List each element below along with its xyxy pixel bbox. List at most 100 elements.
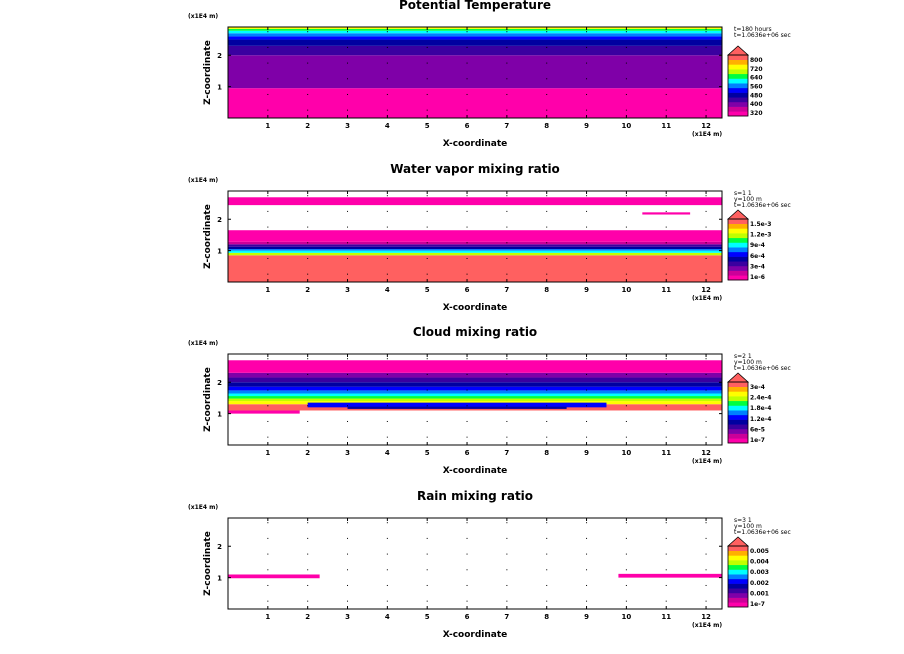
grid-dot bbox=[267, 358, 269, 360]
x-tick-label: 3 bbox=[345, 613, 350, 621]
z-scale-label: (x1E4 m) bbox=[188, 177, 218, 184]
grid-dot bbox=[386, 584, 388, 586]
grid-dot bbox=[625, 62, 627, 64]
colorbar-segment bbox=[728, 578, 748, 584]
colorbar-segment bbox=[728, 261, 748, 267]
grid-dot bbox=[307, 210, 309, 212]
grid-dot bbox=[426, 389, 428, 391]
z-tick-label: 2 bbox=[217, 216, 222, 224]
colorbar-segment bbox=[728, 223, 748, 229]
grid-dot bbox=[506, 31, 508, 33]
grid-dot bbox=[665, 389, 667, 391]
grid-dot bbox=[347, 109, 349, 111]
contour-band bbox=[228, 393, 722, 397]
grid-dot bbox=[546, 62, 548, 64]
colorbar-label: 0.004 bbox=[750, 559, 769, 566]
grid-dot bbox=[625, 600, 627, 602]
colorbar-segment bbox=[728, 111, 748, 117]
grid-dot bbox=[625, 358, 627, 360]
grid-dot bbox=[386, 226, 388, 228]
x-tick-label: 12 bbox=[701, 122, 711, 130]
grid-dot bbox=[546, 389, 548, 391]
x-tick-label: 11 bbox=[661, 122, 671, 130]
colorbar-segment bbox=[728, 247, 748, 253]
x-tick-label: 5 bbox=[425, 449, 430, 457]
grid-dot bbox=[705, 389, 707, 391]
grid-dot bbox=[386, 537, 388, 539]
grid-dot bbox=[347, 569, 349, 571]
grid-dot bbox=[307, 62, 309, 64]
colorbar-segment bbox=[728, 592, 748, 598]
grid-dot bbox=[466, 569, 468, 571]
x-tick-label: 6 bbox=[465, 613, 470, 621]
grid-dot bbox=[586, 93, 588, 95]
colorbar-segment bbox=[728, 87, 748, 93]
x-axis-label: X-coordinate bbox=[443, 466, 508, 476]
grid-dot bbox=[347, 420, 349, 422]
grid-dot bbox=[267, 389, 269, 391]
grid-dot bbox=[586, 358, 588, 360]
contour-band bbox=[228, 246, 722, 250]
colorbar-label: 1.2e-4 bbox=[750, 416, 771, 423]
colorbar-segment bbox=[728, 256, 748, 262]
grid-dot bbox=[625, 46, 627, 48]
grid-dot bbox=[267, 226, 269, 228]
colorbar-segment bbox=[728, 574, 748, 580]
grid-dot bbox=[307, 78, 309, 80]
grid-dot bbox=[705, 31, 707, 33]
grid-dot bbox=[705, 109, 707, 111]
grid-dot bbox=[705, 600, 707, 602]
x-tick-label: 9 bbox=[584, 449, 589, 457]
contour-band bbox=[228, 36, 722, 40]
grid-dot bbox=[426, 600, 428, 602]
colorbar-label: 0.002 bbox=[750, 580, 769, 587]
grid-dot bbox=[506, 600, 508, 602]
grid-dot bbox=[705, 273, 707, 275]
grid-dot bbox=[586, 242, 588, 244]
grid-dot bbox=[307, 257, 309, 259]
grid-dot bbox=[466, 242, 468, 244]
z-scale-label: (x1E4 m) bbox=[188, 13, 218, 20]
grid-dot bbox=[466, 273, 468, 275]
x-tick-label: 11 bbox=[661, 613, 671, 621]
info-line: s=3 1 bbox=[734, 517, 752, 524]
colorbar-segment bbox=[728, 438, 748, 444]
grid-dot bbox=[386, 257, 388, 259]
grid-dot bbox=[665, 210, 667, 212]
grid-dot bbox=[347, 242, 349, 244]
grid-dot bbox=[506, 420, 508, 422]
colorbar-segment bbox=[728, 597, 748, 603]
colorbar-segment bbox=[728, 228, 748, 234]
grid-dot bbox=[267, 522, 269, 524]
grid-dot bbox=[466, 537, 468, 539]
plot-area bbox=[228, 518, 722, 609]
grid-dots bbox=[267, 31, 707, 111]
grid-dot bbox=[426, 373, 428, 375]
x-tick-label: 10 bbox=[622, 286, 632, 294]
colorbar-frame bbox=[727, 218, 749, 281]
grid-dot bbox=[506, 537, 508, 539]
colorbar-label: 400 bbox=[750, 101, 763, 108]
grid-dot bbox=[426, 93, 428, 95]
grid-dot bbox=[307, 46, 309, 48]
x-axis-label: X-coordinate bbox=[443, 303, 508, 313]
grid-dot bbox=[347, 273, 349, 275]
grid-dot bbox=[665, 522, 667, 524]
colorbar-label: 2.4e-4 bbox=[750, 395, 771, 402]
grid-dot bbox=[546, 600, 548, 602]
z-tick-label: 1 bbox=[217, 411, 222, 419]
grid-dot bbox=[625, 242, 627, 244]
panel-3: Cloud mixing ratio(x1E4 m)1 2 3 4 5 6 7 8 9 10 11 1… bbox=[188, 325, 791, 476]
colorbar-arrow bbox=[726, 209, 750, 220]
colorbar-label: 480 bbox=[750, 92, 763, 99]
grid-dot bbox=[506, 569, 508, 571]
grid-dot bbox=[267, 257, 269, 259]
grid-dot bbox=[506, 522, 508, 524]
grid-dot bbox=[386, 62, 388, 64]
x-tick-label: 7 bbox=[504, 122, 509, 130]
x-tick-label: 1 bbox=[265, 613, 270, 621]
colorbar-segment bbox=[728, 560, 748, 566]
grid-dot bbox=[586, 522, 588, 524]
colorbar-segment bbox=[728, 69, 748, 75]
